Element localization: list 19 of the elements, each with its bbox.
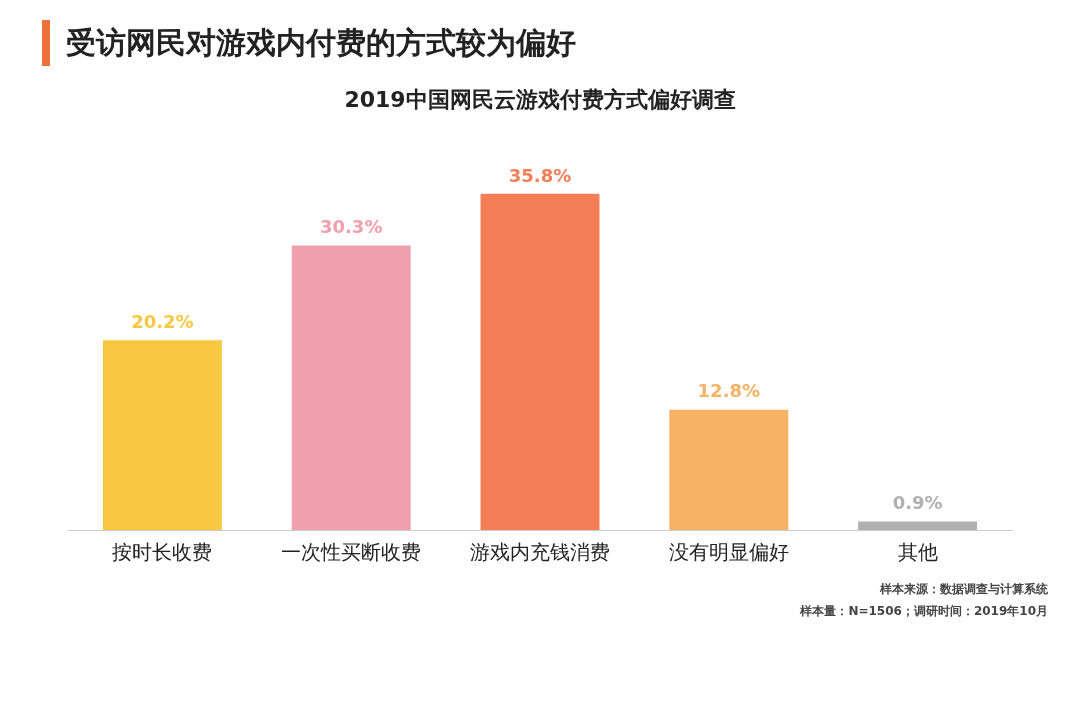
data-label: 12.8% xyxy=(697,380,761,402)
data-label: 35.8% xyxy=(508,164,572,186)
x-tick-label: 其他 xyxy=(897,540,938,565)
data-label: 30.3% xyxy=(319,216,383,238)
data-label: 0.9% xyxy=(892,492,943,514)
chart-title: 受访网民对游戏内付费的方式较为偏好 xyxy=(66,23,576,62)
bar xyxy=(669,409,789,530)
x-tick-label: 一次性买断收费 xyxy=(281,540,422,565)
bar xyxy=(291,245,411,530)
bar xyxy=(480,193,600,530)
text: 样本量：N=1506；调研时间：2019年10月 xyxy=(799,603,1048,620)
x-tick-label: 没有明显偏好 xyxy=(668,540,789,565)
x-tick-label: 游戏内充钱消费 xyxy=(470,540,610,565)
text: 样本来源：数据调查与计算系统 xyxy=(879,581,1048,598)
chart-subtitle: 2019中国网民云游戏付费方式偏好调查 xyxy=(344,86,736,112)
x-tick-label: 按时长收费 xyxy=(112,540,213,565)
bar xyxy=(858,521,978,530)
bar xyxy=(102,340,222,530)
data-label: 20.2% xyxy=(131,310,194,332)
